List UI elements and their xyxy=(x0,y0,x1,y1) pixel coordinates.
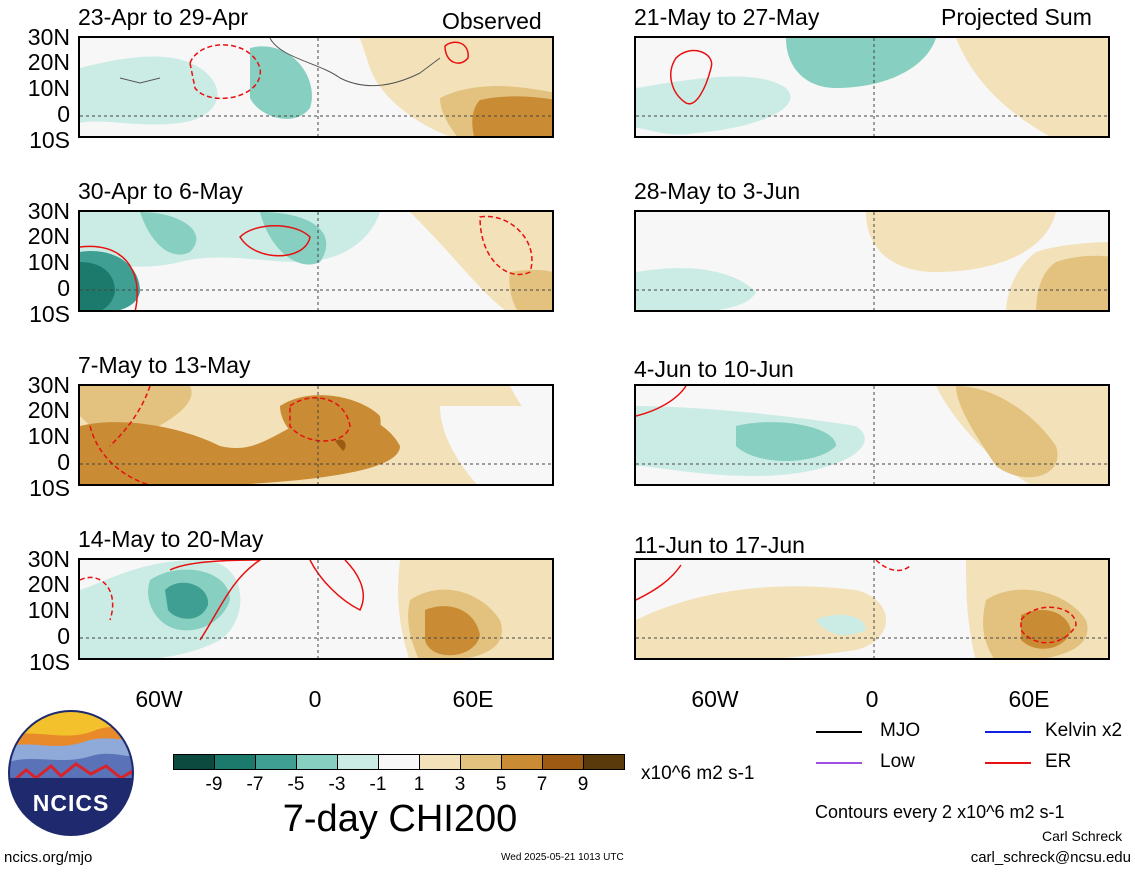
lat-label: 10N xyxy=(27,423,70,449)
legend-line-er xyxy=(985,762,1031,764)
map-panel-r3 xyxy=(634,384,1110,486)
colorbar-cell xyxy=(173,754,215,770)
map-panel-l4 xyxy=(78,558,554,660)
lon-label-60w-right: 60W xyxy=(691,686,739,712)
panel-title-r2: 28-May to 3-Jun xyxy=(634,178,801,204)
colorbar-tick-label: -7 xyxy=(246,774,264,795)
map-panel-l1 xyxy=(78,36,554,138)
map-panel-l2 xyxy=(78,210,554,312)
lat-label: 10N xyxy=(27,249,70,275)
map-panel-l3 xyxy=(78,384,554,486)
ncics-logo: NCICS xyxy=(6,708,136,838)
lat-label: 30N xyxy=(27,24,70,50)
panel-title-l4: 14-May to 20-May xyxy=(78,526,264,552)
map-panel-r2 xyxy=(634,210,1110,312)
colorbar-tick-label: -9 xyxy=(205,774,223,795)
panel-title-l3: 7-May to 13-May xyxy=(78,352,251,378)
colorbar-cell xyxy=(583,754,625,770)
legend-line-low xyxy=(816,762,862,764)
lon-label-0-left: 0 xyxy=(308,686,322,712)
lon-label-60e-left: 60E xyxy=(452,686,494,712)
lat-label: 0 xyxy=(57,623,70,649)
lat-label: 20N xyxy=(27,397,70,423)
colorbar-cell xyxy=(214,754,256,770)
lat-label: 30N xyxy=(27,546,70,572)
colorbar-cell xyxy=(255,754,297,770)
legend-label-er: ER xyxy=(1045,751,1072,772)
colorbar-cell xyxy=(378,754,420,770)
panel-title-l1: 23-Apr to 29-Apr xyxy=(78,4,249,30)
author-email[interactable]: carl_schreck@ncsu.edu xyxy=(970,849,1131,866)
colorbar-units: x10^6 m2 s-1 xyxy=(641,763,755,784)
panel-title-r3: 4-Jun to 10-Jun xyxy=(634,356,794,382)
colorbar-cell xyxy=(460,754,502,770)
colorbar-tick-label: 7 xyxy=(536,774,548,795)
lat-label: 0 xyxy=(57,449,70,475)
lat-label: 30N xyxy=(27,372,70,398)
legend-label-low: Low xyxy=(880,751,915,772)
panel-title-r1: 21-May to 27-May xyxy=(634,4,820,30)
observed-label: Observed xyxy=(442,8,542,34)
lat-label: 0 xyxy=(57,101,70,127)
legend-line-kelvin xyxy=(985,731,1031,733)
lon-label-60e-right: 60E xyxy=(1008,686,1050,712)
timestamp: Wed 2025-05-21 1013 UTC xyxy=(501,852,624,863)
contour-note: Contours every 2 x10^6 m2 s-1 xyxy=(815,802,1065,822)
panel-title-r4: 11-Jun to 17-Jun xyxy=(634,532,805,558)
lat-label: 10S xyxy=(29,127,70,153)
colorbar-cell xyxy=(337,754,379,770)
lon-label-0-right: 0 xyxy=(865,686,879,712)
lat-label: 20N xyxy=(27,223,70,249)
legend-label-mjo: MJO xyxy=(880,720,921,741)
colorbar-tick-label: 5 xyxy=(495,774,507,795)
ncics-logo-text: NCICS xyxy=(32,790,110,816)
lat-label: 10S xyxy=(29,475,70,501)
lat-label: 30N xyxy=(27,198,70,224)
lat-label: 20N xyxy=(27,49,70,75)
colorbar-tick-label: 9 xyxy=(577,774,589,795)
ncics-url-link[interactable]: ncics.org/mjo xyxy=(4,849,93,866)
lat-label: 10S xyxy=(29,301,70,327)
projected-sum-label: Projected Sum xyxy=(941,4,1092,30)
lat-label: 0 xyxy=(57,275,70,301)
colorbar-tick-label: 3 xyxy=(454,774,466,795)
colorbar-tick-label: -3 xyxy=(328,774,346,795)
panel-title-l2: 30-Apr to 6-May xyxy=(78,178,243,204)
colorbar-cell xyxy=(542,754,584,770)
colorbar-title: 7-day CHI200 xyxy=(282,798,518,840)
legend-label-kelvin: Kelvin x2 xyxy=(1045,720,1123,741)
lon-label-60w-left: 60W xyxy=(135,686,183,712)
colorbar-cell xyxy=(296,754,338,770)
colorbar-cell xyxy=(501,754,543,770)
lat-label: 20N xyxy=(27,571,70,597)
map-panel-r4 xyxy=(634,558,1110,660)
lat-label: 10N xyxy=(27,75,70,101)
map-panel-r1 xyxy=(634,36,1110,138)
colorbar-tick-label: -1 xyxy=(369,774,387,795)
colorbar-tick-label: -5 xyxy=(287,774,305,795)
colorbar-tick-label: 1 xyxy=(413,774,425,795)
author-name: Carl Schreck xyxy=(1042,828,1123,844)
colorbar-cell xyxy=(419,754,461,770)
legend-line-mjo xyxy=(816,731,862,733)
lat-label: 10N xyxy=(27,597,70,623)
lat-label: 10S xyxy=(29,649,70,675)
